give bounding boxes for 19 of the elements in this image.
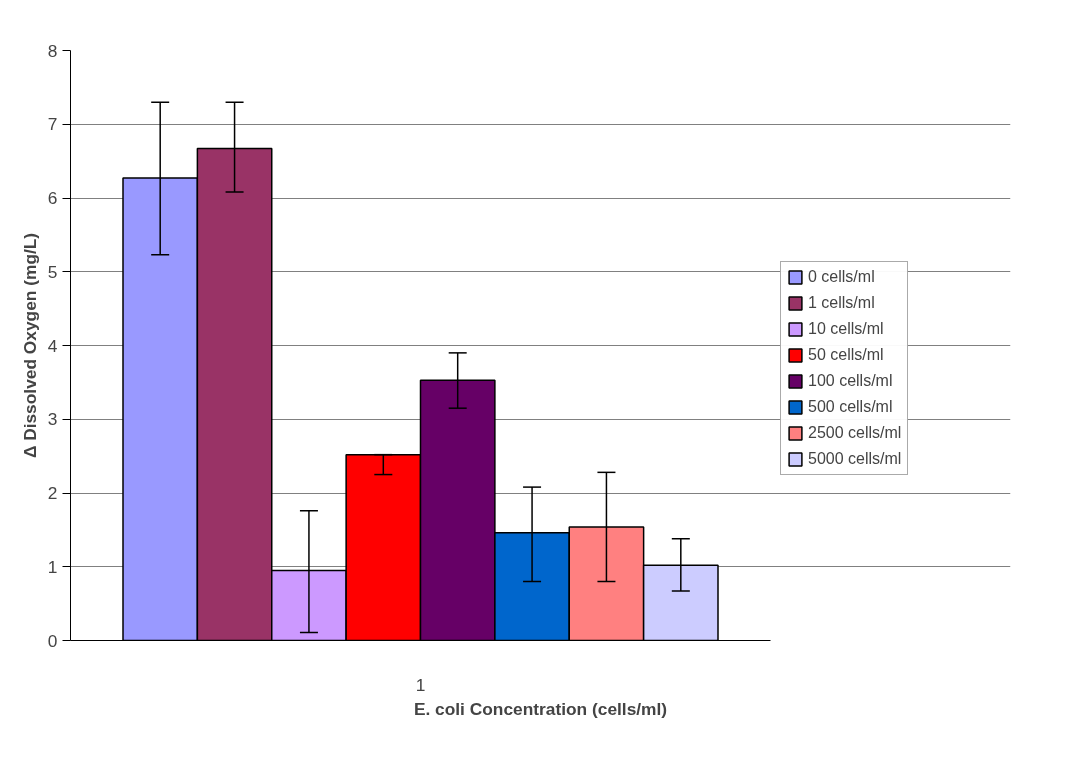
y-tick-label: 5: [47, 261, 58, 282]
y-axis-title: Δ Dissolved Oxygen (mg/L): [19, 232, 40, 459]
y-tick-label: 4: [47, 335, 58, 356]
legend-label: 100 cells/ml: [808, 371, 893, 390]
y-tick-label: 3: [47, 409, 58, 430]
legend-label: 10 cells/ml: [808, 319, 884, 338]
legend-label: 1 cells/ml: [808, 293, 875, 312]
legend-label: 500 cells/ml: [808, 397, 893, 416]
y-tick-label: 8: [47, 40, 58, 61]
y-tick-label: 1: [47, 556, 58, 577]
legend-label: 50 cells/ml: [808, 345, 884, 364]
y-tick-label: 6: [47, 188, 58, 208]
legend-label: 5000 cells/ml: [808, 449, 902, 468]
legend-label: 2500 cells/ml: [808, 423, 902, 442]
y-tick-label: 0: [47, 630, 58, 651]
y-tick-label: 7: [47, 114, 58, 135]
y-tick-label: 2: [47, 483, 58, 503]
x-axis-title: E. coli Concentration (cells/ml): [413, 698, 668, 719]
legend-label: 0 cells/ml: [808, 267, 875, 286]
